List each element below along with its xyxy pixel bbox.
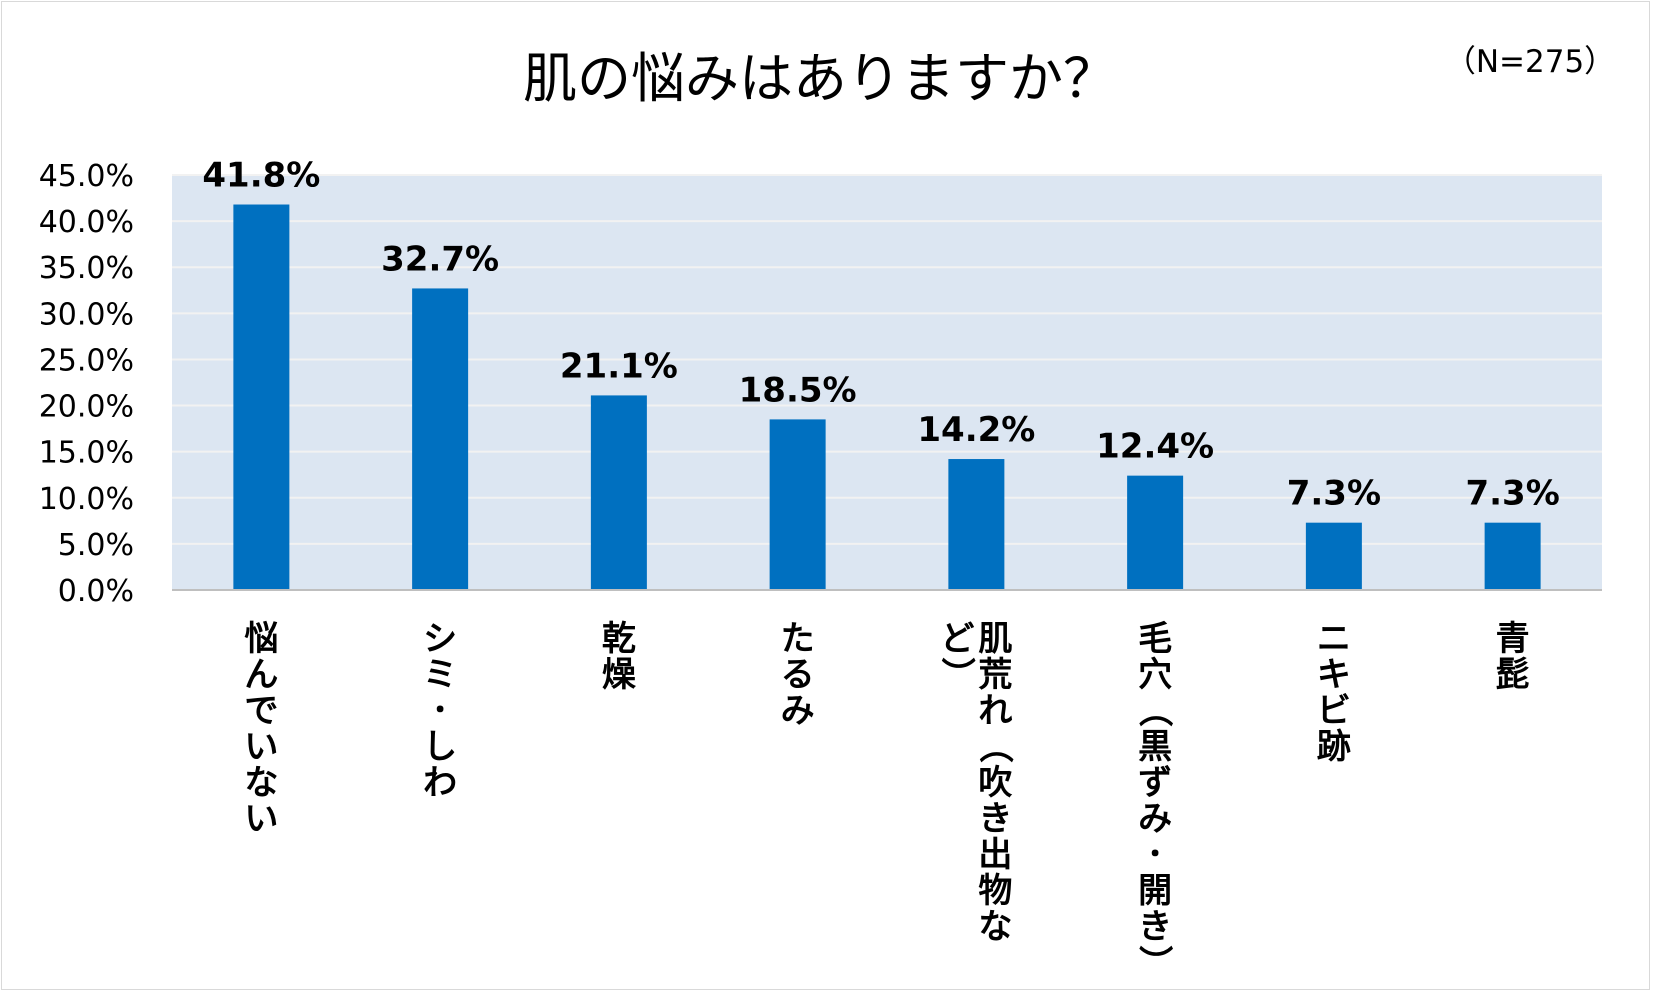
data-label: 7.3% (1465, 474, 1559, 514)
x-category-char: れ (978, 691, 1012, 731)
x-category-char: 肌 (978, 619, 1012, 659)
x-category-char: た (781, 619, 815, 659)
x-category-char: る (781, 655, 815, 695)
x-category-char: わ (423, 763, 457, 803)
x-category-char: （ (974, 729, 1014, 763)
x-category-char: 物 (978, 871, 1012, 911)
y-tick-label: 30.0% (39, 297, 134, 332)
data-labels: 41.8% 32.7% 21.1% 18.5% 14.2% 12.4% 7.3% 7.3% (202, 156, 1559, 514)
x-category-char: み (781, 691, 815, 731)
x-category-char: し (423, 727, 457, 767)
data-label: 21.1% (560, 346, 678, 386)
sample-size-note: （N=275） (1445, 44, 1615, 80)
x-category-label: 毛穴（黒ずみ･開き） (1134, 619, 1174, 979)
gridlines (172, 174, 1602, 545)
x-category-char: ･ (432, 691, 449, 731)
y-tick-label: 0.0% (58, 574, 134, 609)
x-category-char: ど (940, 619, 974, 659)
x-category-label: 乾燥 (602, 619, 637, 695)
y-tick-label: 20.0% (39, 390, 134, 425)
bar (1127, 475, 1184, 590)
x-category-char: 乾 (602, 619, 636, 659)
x-category-char: 燥 (602, 655, 637, 695)
y-tick-label: 35.0% (39, 251, 134, 286)
x-category-char: い (244, 727, 278, 767)
x-category-label: 青髭 (1496, 619, 1530, 695)
data-label: 12.4% (1096, 427, 1214, 467)
data-label: 7.3% (1287, 474, 1381, 514)
y-tick-label: 40.0% (39, 205, 134, 240)
x-category-char: ず (1138, 763, 1172, 803)
bars (233, 204, 1541, 590)
y-tick-label: 5.0% (58, 528, 134, 563)
data-label: 41.8% (202, 156, 320, 196)
bar (1484, 522, 1541, 590)
x-category-char: 吹 (978, 763, 1012, 803)
x-category-char: ） (936, 657, 976, 691)
x-category-char: な (978, 907, 1012, 947)
y-tick-label: 10.0% (39, 482, 134, 517)
y-axis-ticks: 0.0% 5.0% 10.0% 15.0% 20.0% 25.0% 30.0% 35.0% 40… (39, 159, 134, 609)
x-category-char: ･ (1147, 835, 1164, 875)
chart-title: 肌の悩みはありますか？ (523, 47, 1117, 110)
x-category-char: 髭 (1496, 655, 1530, 695)
y-tick-label: 45.0% (39, 159, 134, 194)
x-category-char: な (244, 763, 278, 803)
x-category-label: たるみ (781, 619, 815, 731)
x-category-char: 黒 (1138, 727, 1172, 767)
x-category-char: き (978, 799, 1012, 839)
x-category-char: 悩 (244, 619, 278, 659)
x-category-char: （ (1134, 693, 1174, 727)
x-category-char: で (244, 691, 278, 731)
x-category-char: 出 (978, 835, 1012, 875)
data-label: 14.2% (917, 410, 1035, 450)
y-tick-label: 15.0% (39, 436, 134, 471)
x-category-char: 荒 (978, 655, 1012, 695)
x-category-char: 跡 (1317, 727, 1351, 767)
x-category-char: 開 (1138, 871, 1172, 911)
x-axis-categories: 悩んでいないシミ･しわ乾燥たるみ肌荒れ（吹き出物など）毛穴（黒ずみ･開き）ニキビ… (244, 619, 1529, 979)
bar (1305, 522, 1362, 590)
x-category-char: き (1138, 907, 1172, 947)
data-label: 18.5% (739, 370, 857, 410)
x-category-char: 穴 (1138, 655, 1172, 695)
bar (412, 288, 469, 590)
bar (948, 459, 1005, 590)
x-category-char: 毛 (1138, 619, 1172, 659)
bar (769, 419, 826, 590)
x-category-char: ん (244, 655, 278, 695)
x-category-char: シ (423, 619, 457, 659)
x-category-char: ニ (1317, 619, 1351, 659)
x-category-label: シミ･しわ (423, 619, 457, 803)
plot-area (172, 175, 1602, 590)
bar (233, 204, 290, 590)
x-category-char: ） (1134, 945, 1174, 979)
bar (590, 395, 647, 590)
x-category-char: ビ (1317, 691, 1351, 731)
x-category-char: 青 (1496, 619, 1530, 659)
x-category-char: み (1138, 799, 1172, 839)
data-label: 32.7% (381, 239, 499, 279)
x-category-char: ミ (423, 655, 457, 695)
x-category-char: い (244, 799, 278, 839)
y-tick-label: 25.0% (39, 343, 134, 378)
x-category-char: キ (1317, 655, 1351, 695)
